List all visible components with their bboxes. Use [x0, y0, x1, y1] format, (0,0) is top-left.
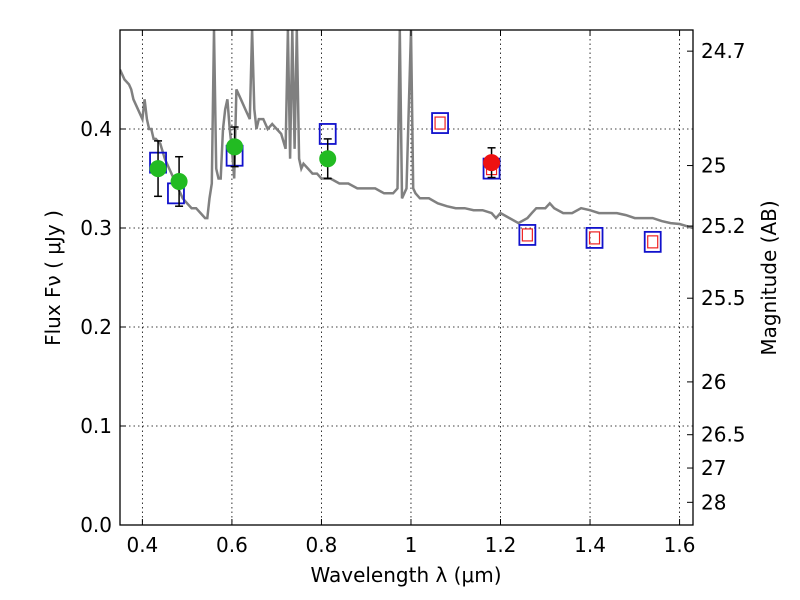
x-tick-label: 1.2 — [485, 533, 517, 557]
model-band-inner — [521, 228, 533, 242]
y-tick-label: 0.2 — [80, 315, 112, 339]
grid — [120, 30, 693, 526]
model-band-markers — [149, 112, 662, 253]
observed-optical-point — [149, 160, 167, 178]
y-tick-label: 0.0 — [80, 513, 112, 537]
y-right-axis-title: Magnitude (AB) — [757, 200, 781, 355]
observed-optical-point — [319, 150, 337, 168]
x-tick-label: 1.6 — [664, 533, 696, 557]
y-tick-label: 0.1 — [80, 414, 112, 438]
observed-optical-point — [226, 138, 244, 156]
x-tick-label: 0.8 — [306, 533, 338, 557]
plot-frame — [119, 29, 694, 526]
mag-tick-label: 24.7 — [701, 39, 746, 63]
axis-ticks — [120, 30, 693, 526]
x-tick-label: 1 — [405, 533, 418, 557]
mag-tick-label: 25 — [701, 154, 726, 178]
model-band-inner — [588, 231, 601, 245]
mag-tick-label: 26 — [701, 370, 726, 394]
y-tick-label: 0.3 — [80, 216, 112, 240]
model-band-box — [431, 112, 449, 134]
x-tick-label: 0.6 — [216, 533, 248, 557]
x-tick-label: 0.4 — [126, 533, 158, 557]
x-tick-label: 1.4 — [574, 533, 606, 557]
x-axis-title: Wavelength λ (μm) — [310, 563, 501, 587]
model-spectrum-line — [120, 30, 693, 230]
model-band-inner — [434, 116, 446, 130]
y-axis-title: Flux Fν ( μJy ) — [41, 210, 65, 346]
observed-optical-point — [170, 172, 188, 190]
y-tick-label: 0.4 — [80, 117, 112, 141]
model-band-box — [585, 226, 604, 249]
mag-tick-label: 25.5 — [701, 286, 746, 310]
observed-points — [149, 126, 501, 207]
mag-tick-label: 28 — [701, 490, 726, 514]
mag-tick-label: 27 — [701, 456, 726, 480]
model-band-box — [518, 224, 537, 246]
model-band-inner — [647, 235, 659, 249]
mag-tick-label: 25.2 — [701, 214, 746, 238]
model-band-box — [643, 230, 662, 253]
mag-tick-label: 26.5 — [701, 423, 746, 447]
tick-labels: 0.4 0.6 0.8 1 1.2 1.4 1.6 0.0 0.1 0.2 0.3 0.4 24.7 25… — [80, 39, 745, 557]
observed-nir-point — [483, 154, 501, 172]
plot-area — [120, 30, 693, 253]
